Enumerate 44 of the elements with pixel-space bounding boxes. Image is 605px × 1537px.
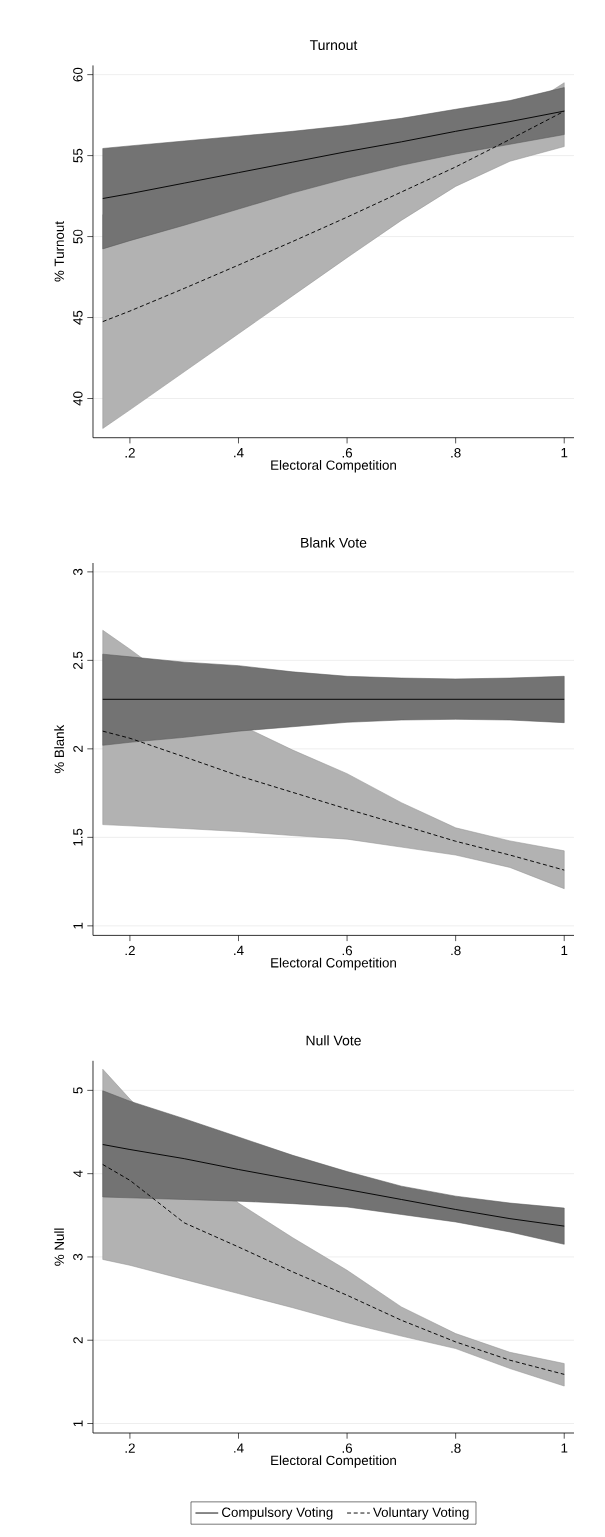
x-axis-title: Electoral Competition (271, 460, 396, 473)
y-tick-label: 4 (73, 1170, 83, 1178)
y-tick-label: 2.5 (73, 651, 83, 669)
y-tick-label: 1 (73, 1420, 83, 1427)
x-tick-label: .4 (234, 945, 244, 955)
x-tick-label: .8 (451, 945, 461, 956)
x-tick-label: .2 (125, 1443, 135, 1453)
x-tick-label: 1 (561, 1443, 568, 1453)
y-tick-label: 40 (73, 391, 83, 406)
y-tick-label: 2 (73, 745, 83, 752)
x-axis-title: Electoral Competition (271, 957, 396, 971)
x-tick-label: .2 (125, 945, 135, 956)
line-series (102, 1164, 565, 1375)
y-tick-label: 45 (73, 310, 83, 325)
x-tick-label: .4 (234, 448, 244, 458)
x-tick-label: 1 (561, 448, 568, 458)
y-axis-title: % Turnout (54, 221, 64, 282)
y-tick-label: 55 (73, 148, 83, 163)
y-tick-label: 5 (73, 1087, 83, 1094)
y-axis-title: % Null (54, 1228, 64, 1266)
line-series (102, 730, 565, 871)
y-tick-label: 50 (73, 229, 83, 244)
x-tick-label: 1 (561, 945, 568, 955)
y-tick-label: 1 (73, 922, 83, 929)
legend-label: Compulsory Voting (222, 1507, 333, 1520)
x-tick-label: .6 (342, 1443, 353, 1453)
y-tick-label: 60 (73, 67, 83, 82)
x-tick-label: .6 (342, 448, 353, 458)
y-axis-title: % Blank (54, 724, 64, 774)
chart-title: Turnout (309, 40, 358, 51)
x-tick-label: .8 (451, 1443, 461, 1453)
y-tick-label: 1.5 (73, 828, 83, 846)
y-tick-label: 3 (73, 568, 83, 576)
y-tick-label: 2 (73, 1337, 83, 1344)
x-tick-label: .6 (342, 945, 353, 956)
chart-title: Null Vote (306, 1035, 361, 1046)
legend-label: Voluntary Voting (373, 1507, 469, 1520)
y-tick-label: 3 (73, 1253, 83, 1261)
x-tick-label: .4 (234, 1443, 244, 1453)
x-axis-title: Electoral Competition (271, 1455, 396, 1468)
chart-title: Blank Vote (301, 537, 367, 548)
x-tick-label: .2 (125, 448, 135, 458)
x-tick-label: .8 (451, 448, 461, 458)
line-series (102, 1144, 565, 1227)
